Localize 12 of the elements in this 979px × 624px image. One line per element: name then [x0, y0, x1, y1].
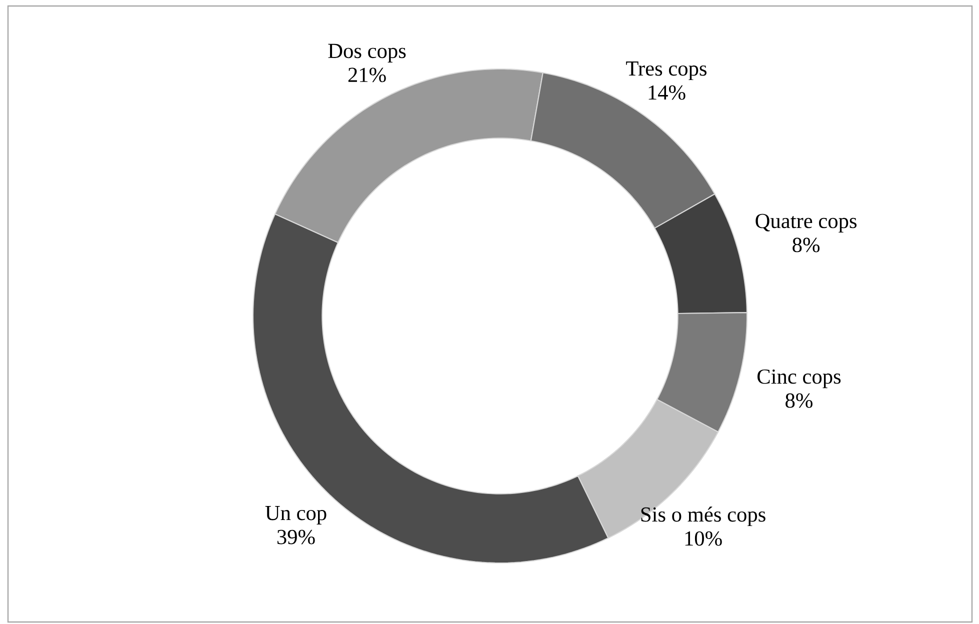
data-label: 21%: [348, 68, 386, 82]
slice-label: Cinc cops: [757, 369, 841, 388]
data-label: 39%: [277, 530, 315, 544]
slice-label: Tres cops: [626, 62, 706, 80]
slice-label: Dos cops: [328, 44, 406, 62]
slice-label: Quatre cops: [756, 214, 857, 233]
data-label: 10%: [685, 531, 722, 546]
data-label: 8%: [786, 393, 812, 408]
data-label: 8%: [792, 238, 820, 252]
slice-label: Un cop: [265, 506, 326, 525]
data-label: 14%: [648, 85, 686, 100]
slice-label: Sis o més cops: [641, 506, 766, 526]
